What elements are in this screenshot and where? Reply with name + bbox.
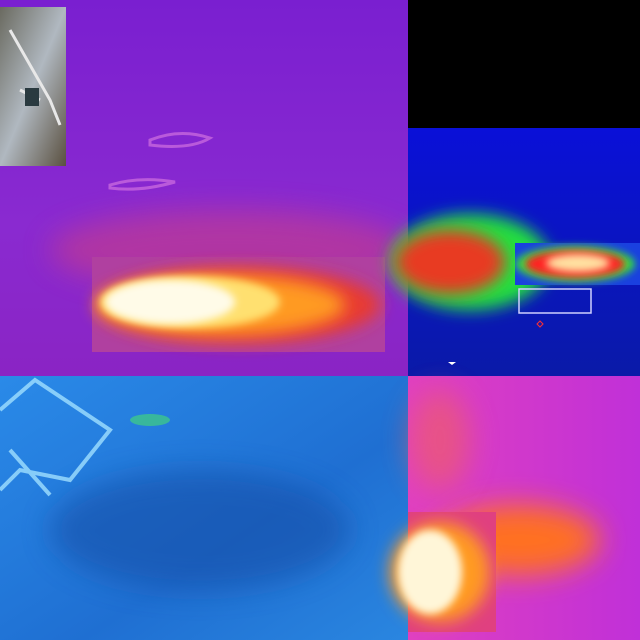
- edge-outline: [108, 132, 214, 191]
- dark-region: [50, 470, 350, 590]
- plume-red: [395, 230, 505, 294]
- panel-top-left: [0, 0, 410, 376]
- panel-top-right: [390, 0, 640, 376]
- black-band: [408, 0, 640, 128]
- selection-box: [518, 288, 592, 314]
- marker: [536, 320, 544, 328]
- flame-core: [105, 280, 235, 324]
- warm-spot: [130, 414, 170, 426]
- panel-bottom-left: [0, 376, 408, 640]
- panel-bottom-right: [390, 376, 640, 640]
- flame-core: [398, 530, 462, 614]
- structure-outline: [0, 377, 113, 497]
- heat-haze: [410, 390, 470, 490]
- photo-object: [25, 88, 39, 106]
- cursor-marker: [448, 362, 456, 365]
- hotspot-core: [546, 254, 610, 272]
